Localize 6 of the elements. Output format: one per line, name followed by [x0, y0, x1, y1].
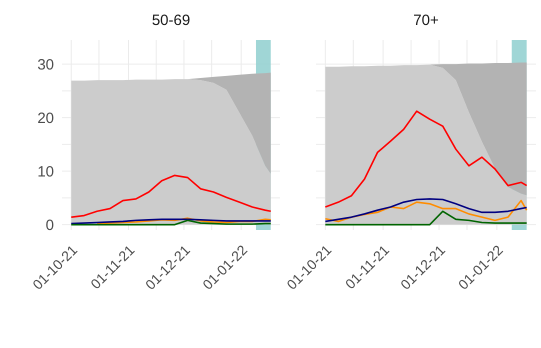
y-tick-label: 10	[37, 163, 54, 180]
chart-title: 50-69	[150, 12, 192, 29]
y-tick-label: 20	[37, 110, 54, 127]
y-tick-label: 0	[46, 216, 54, 234]
chart-title: 70+	[412, 12, 440, 29]
y-tick-label: 30	[37, 56, 54, 74]
